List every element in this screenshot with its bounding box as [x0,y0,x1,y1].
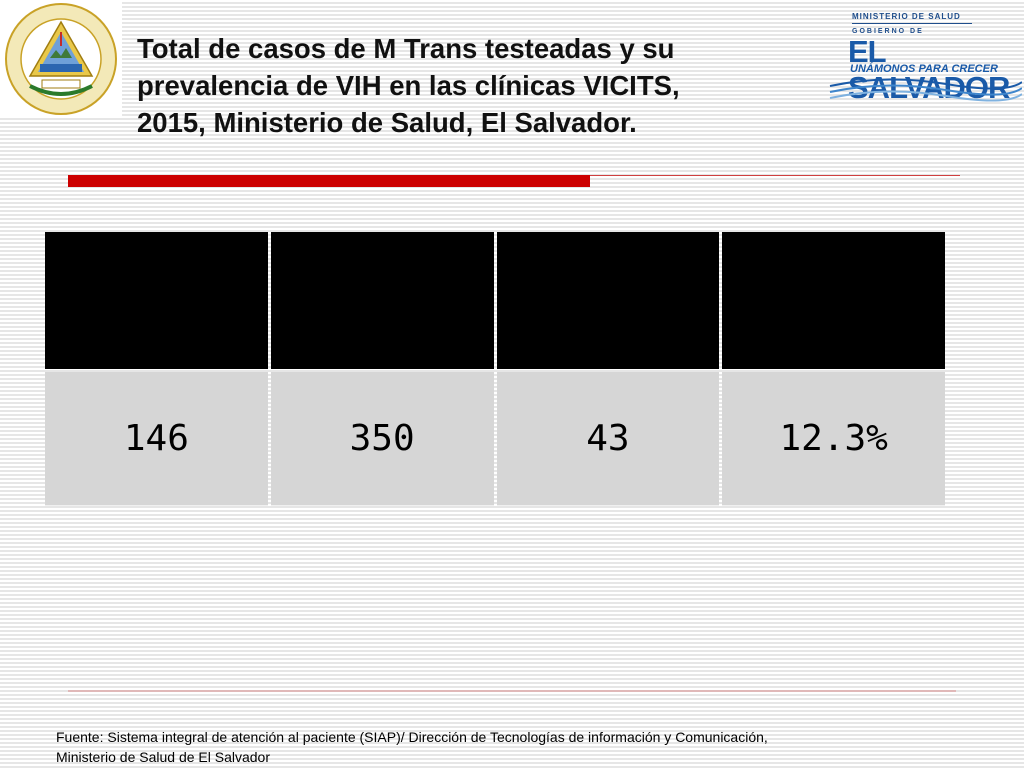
ministry-label: MINISTERIO DE SALUD [852,12,961,21]
title-line-1: Total de casos de M Trans testeadas y su [137,33,675,64]
gobierno-label: GOBIERNO DE [852,28,924,35]
table-cell: 12.3% [722,372,945,506]
data-table: 146 350 43 12.3% [42,229,948,509]
title-line-2: prevalencia de VIH en las clínicas VICIT… [137,70,680,101]
source-line-2: Ministerio de Salud de El Salvador [56,749,271,765]
red-divider-bar [68,175,590,187]
logo-divider [852,23,972,24]
table-cell: 146 [45,372,268,506]
table-cell: 350 [270,372,494,506]
table-row: 146 350 43 12.3% [45,372,945,506]
table-header-cell [270,232,494,369]
table-cell: 43 [496,372,720,506]
source-note: Fuente: Sistema integral de atención al … [56,727,956,767]
red-divider-line [590,175,960,176]
footer-divider [68,690,956,692]
table-header-cell [496,232,720,369]
government-logo: MINISTERIO DE SALUD GOBIERNO DE EL SALVA… [826,8,1022,108]
wave-lines-icon [829,78,1022,102]
coat-of-arms-logo [0,0,122,118]
slogan: UNÁMONOS PARA CRECER [850,63,998,75]
table-header-row [45,232,945,369]
table-header-cell [722,232,945,369]
source-line-1: Fuente: Sistema integral de atención al … [56,729,768,745]
table-header-cell [45,232,268,369]
slide-title: Total de casos de M Trans testeadas y su… [137,30,827,141]
title-line-3: 2015, Ministerio de Salud, El Salvador. [137,107,637,138]
